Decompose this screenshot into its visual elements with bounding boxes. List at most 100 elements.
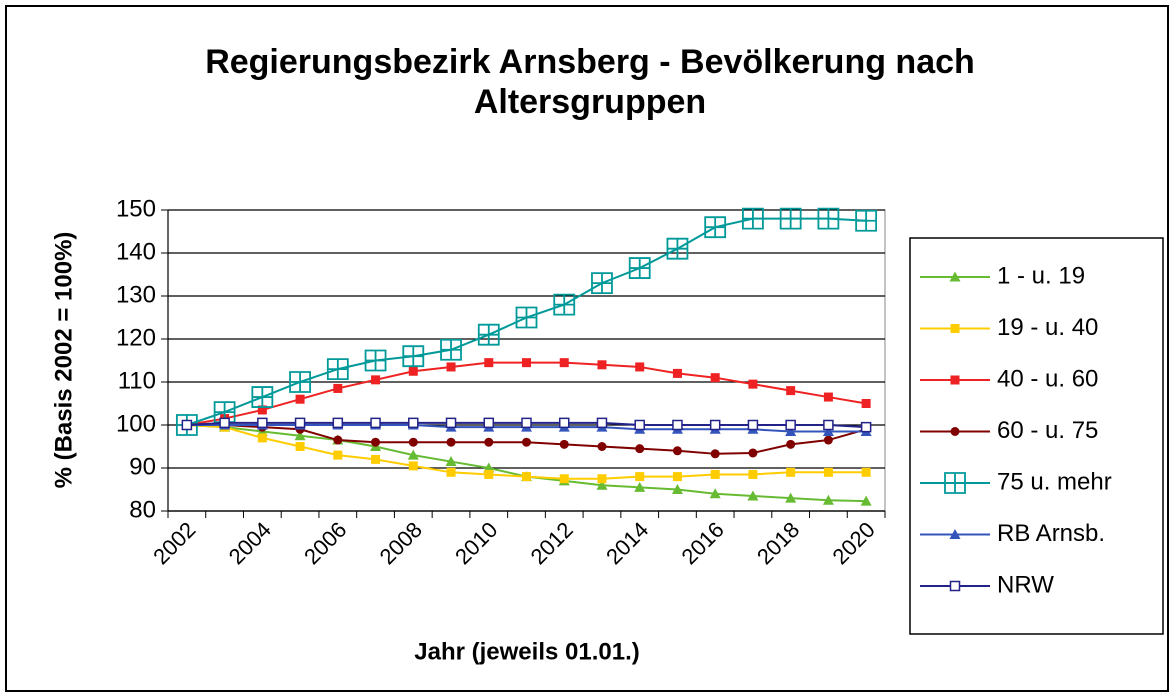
marker xyxy=(672,419,683,431)
marker xyxy=(785,492,797,503)
y-tick-label: 140 xyxy=(116,238,156,265)
marker xyxy=(634,481,646,492)
marker xyxy=(402,345,425,368)
marker xyxy=(371,375,381,385)
marker xyxy=(445,456,457,467)
marker xyxy=(672,368,682,378)
marker xyxy=(709,419,721,431)
legend-marker xyxy=(949,271,961,282)
y-tick-label: 90 xyxy=(129,453,156,480)
legend-marker xyxy=(949,529,961,539)
marker xyxy=(295,442,305,451)
marker xyxy=(446,437,456,447)
marker xyxy=(710,373,720,383)
marker xyxy=(295,394,305,404)
legend-label: 40 - u. 60 xyxy=(997,365,1098,392)
marker xyxy=(522,358,531,368)
marker xyxy=(521,417,532,429)
marker xyxy=(445,417,457,429)
marker xyxy=(785,419,796,431)
marker xyxy=(747,419,759,431)
marker xyxy=(666,237,689,260)
marker xyxy=(823,392,833,402)
marker xyxy=(671,484,683,494)
marker xyxy=(710,449,720,459)
marker xyxy=(408,461,418,471)
marker xyxy=(408,417,419,429)
marker xyxy=(786,386,796,396)
y-tick-label: 100 xyxy=(116,410,156,437)
marker xyxy=(522,437,531,447)
marker xyxy=(558,417,570,429)
marker xyxy=(484,469,494,479)
marker xyxy=(635,362,645,372)
marker xyxy=(747,490,759,501)
marker xyxy=(817,207,840,230)
y-tick-label: 120 xyxy=(116,324,156,351)
marker xyxy=(408,437,418,447)
marker xyxy=(823,467,833,477)
x-axis-label: Jahr (jeweils 01.01.) xyxy=(414,638,639,665)
marker xyxy=(289,371,311,393)
marker xyxy=(370,417,381,429)
marker xyxy=(407,449,419,460)
marker xyxy=(333,435,343,445)
marker xyxy=(219,417,230,429)
legend-label: 19 - u. 40 xyxy=(997,314,1098,341)
marker xyxy=(822,494,834,505)
marker xyxy=(440,338,462,361)
marker xyxy=(371,437,381,447)
marker xyxy=(672,446,682,456)
marker xyxy=(786,467,796,477)
marker xyxy=(484,437,494,447)
marker xyxy=(326,358,349,380)
marker xyxy=(371,454,381,464)
marker xyxy=(591,272,613,294)
marker xyxy=(559,439,569,449)
legend-label: 75 u. mehr xyxy=(997,468,1112,495)
marker xyxy=(332,417,344,429)
marker xyxy=(861,399,871,408)
marker xyxy=(860,421,872,433)
marker xyxy=(597,442,607,451)
legend-label: RB Arnsb. xyxy=(997,520,1105,547)
marker xyxy=(635,472,645,482)
marker xyxy=(786,439,796,449)
marker xyxy=(484,358,494,368)
chart-title: Regierungsbezirk Arnsberg - Bevölkerung … xyxy=(205,43,975,121)
marker xyxy=(785,425,797,436)
marker xyxy=(559,474,569,484)
marker xyxy=(257,433,267,443)
marker xyxy=(597,474,607,484)
marker xyxy=(483,417,495,429)
marker xyxy=(823,435,833,445)
marker xyxy=(559,358,569,368)
legend-marker xyxy=(950,324,960,333)
marker xyxy=(553,293,576,316)
marker xyxy=(515,306,538,329)
marker xyxy=(522,472,531,482)
marker xyxy=(257,417,268,429)
marker xyxy=(597,360,607,370)
marker xyxy=(748,448,758,458)
marker xyxy=(181,419,193,431)
y-tick-label: 130 xyxy=(116,281,156,308)
marker xyxy=(855,209,878,232)
marker xyxy=(710,469,720,479)
marker xyxy=(333,383,343,393)
y-axis-label: % (Basis 2002 = 100%) xyxy=(50,232,77,489)
marker xyxy=(822,425,834,436)
marker xyxy=(408,366,418,376)
legend-marker xyxy=(950,427,960,436)
marker xyxy=(704,216,727,239)
y-tick-label: 110 xyxy=(118,367,156,394)
marker xyxy=(672,472,682,482)
legend-marker xyxy=(944,472,966,494)
marker xyxy=(294,430,306,441)
y-tick-label: 80 xyxy=(129,496,156,523)
y-tick-label: 150 xyxy=(116,195,156,222)
marker xyxy=(477,323,500,346)
marker xyxy=(709,488,721,499)
